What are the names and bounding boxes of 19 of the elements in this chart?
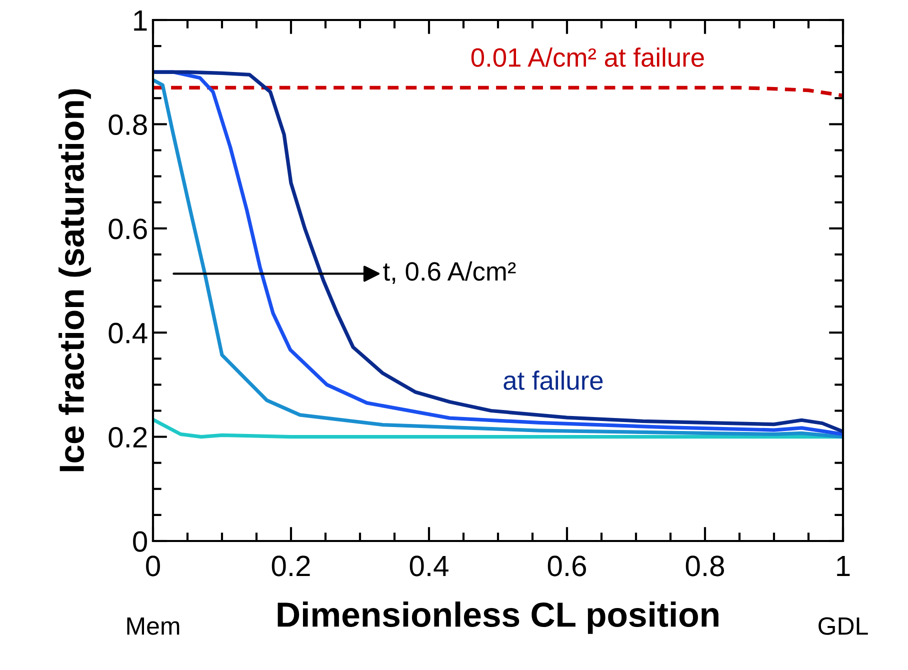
- y-tick-label: 0: [133, 531, 147, 552]
- y-axis-title: Ice fraction (saturation): [58, 89, 91, 472]
- annotation: 0.01 A/cm² at failure: [471, 48, 704, 67]
- text: Mem: [127, 617, 180, 635]
- x-tick-label: 0.6: [548, 556, 586, 576]
- line-series: [153, 86, 843, 98]
- x-tick-label: 1: [837, 556, 850, 576]
- x-tick-label: 0.2: [272, 556, 310, 576]
- y-tick-label: 0.2: [108, 427, 147, 448]
- x-tick-label: 0.8: [686, 556, 724, 576]
- y-tick-label: 0.6: [108, 218, 147, 240]
- y-tick-label: 1: [134, 10, 147, 31]
- annotation: at failure: [504, 370, 603, 390]
- x-tick-label: 0.4: [410, 556, 448, 576]
- x-axis-title: Dimensionless CL position: [278, 602, 718, 634]
- text: GDL: [818, 617, 868, 635]
- annotation: t, 0.6 A/cm²: [383, 261, 516, 284]
- y-tick-label: 0.8: [108, 114, 147, 136]
- y-tick-label: 0.4: [108, 322, 148, 344]
